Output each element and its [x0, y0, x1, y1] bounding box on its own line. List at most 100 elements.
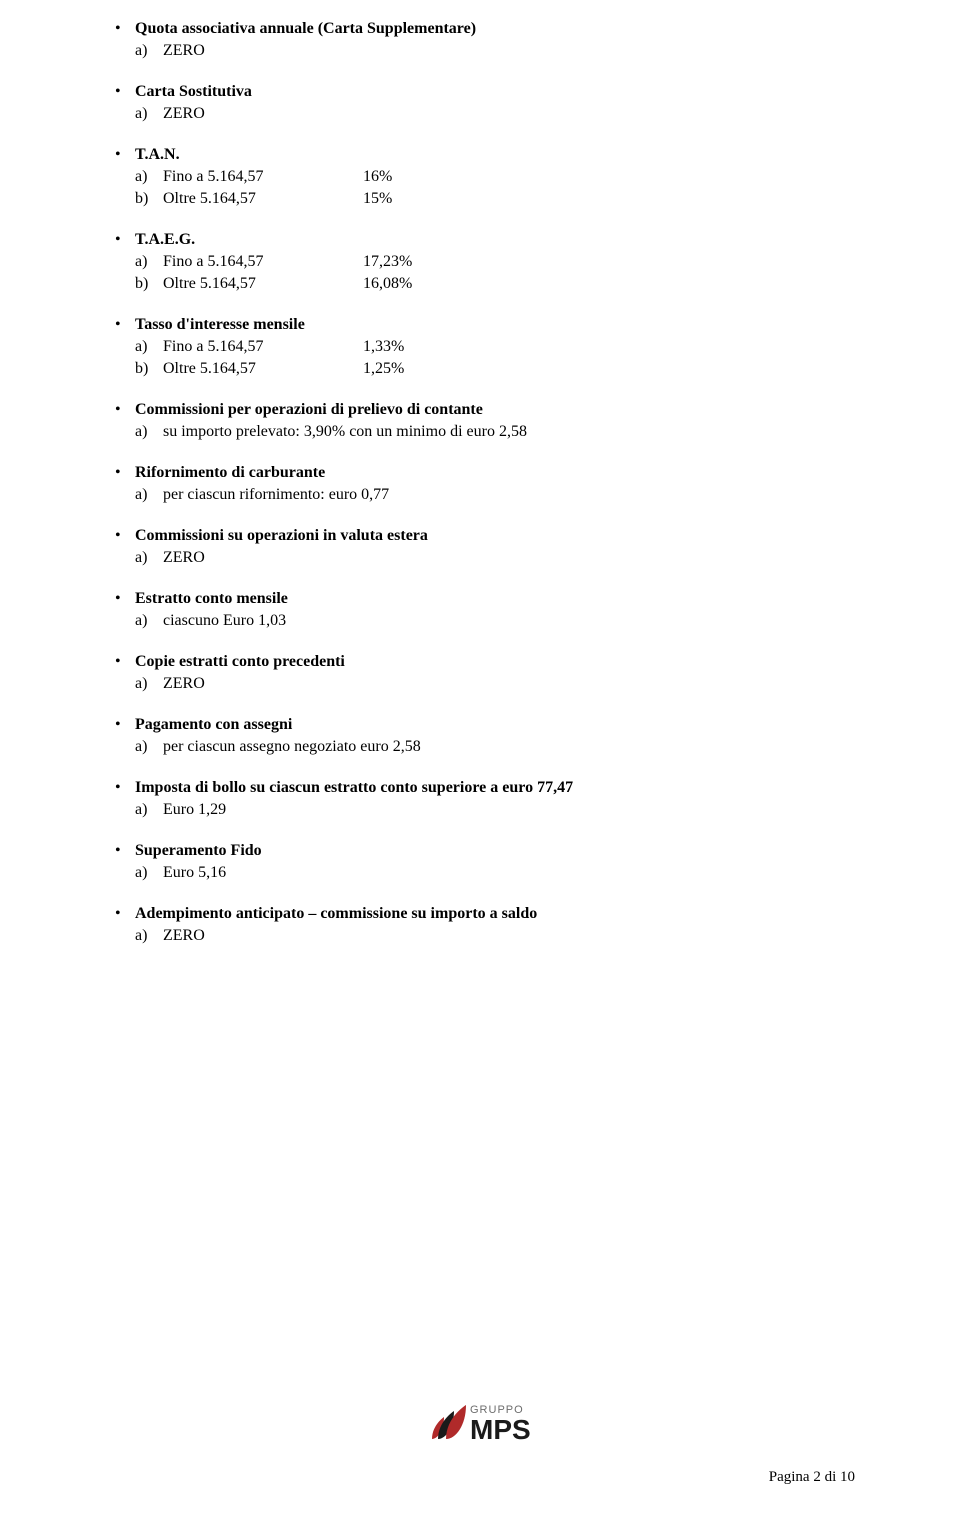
section-title: Adempimento anticipato – commissione su …	[135, 903, 855, 925]
section-sublist: a)Fino a 5.164,5717,23%b)Oltre 5.164,571…	[135, 251, 855, 295]
sub-item: a)Fino a 5.164,5716%	[135, 166, 855, 188]
item-letter: a)	[135, 673, 159, 695]
section-title: Pagamento con assegni	[135, 714, 855, 736]
section-title: T.A.E.G.	[135, 229, 855, 251]
item-letter: a)	[135, 336, 159, 358]
section-title: Superamento Fido	[135, 840, 855, 862]
sub-item: a)Fino a 5.164,5717,23%	[135, 251, 855, 273]
item-label: ciascuno Euro 1,03	[163, 612, 286, 629]
section-title: Imposta di bollo su ciascun estratto con…	[135, 777, 855, 799]
sub-item: b)Oltre 5.164,5716,08%	[135, 273, 855, 295]
section-title: Commissioni per operazioni di prelievo d…	[135, 399, 855, 421]
section-item: Quota associativa annuale (Carta Supplem…	[105, 18, 855, 62]
sub-item: a)ZERO	[135, 40, 855, 62]
section-item: Tasso d'interesse mensilea)Fino a 5.164,…	[105, 314, 855, 380]
section-item: Copie estratti conto precedentia)ZERO	[105, 651, 855, 695]
sub-item: a)ciascuno Euro 1,03	[135, 610, 855, 632]
section-item: Imposta di bollo su ciascun estratto con…	[105, 777, 855, 821]
item-label: Oltre 5.164,57	[163, 358, 363, 380]
section-sublist: a)Euro 1,29	[135, 799, 855, 821]
item-letter: a)	[135, 925, 159, 947]
item-label: per ciascun rifornimento: euro 0,77	[163, 486, 389, 503]
item-label: Fino a 5.164,57	[163, 166, 363, 188]
item-row: Fino a 5.164,5716%	[163, 166, 855, 188]
item-value: 16,08%	[363, 273, 412, 295]
item-row: Oltre 5.164,571,25%	[163, 358, 855, 380]
sub-item: a)su importo prelevato: 3,90% con un min…	[135, 421, 855, 443]
section-title: Quota associativa annuale (Carta Supplem…	[135, 18, 855, 40]
item-label: Euro 1,29	[163, 801, 226, 818]
section-item: Rifornimento di carburantea)per ciascun …	[105, 462, 855, 506]
document-page: Quota associativa annuale (Carta Supplem…	[0, 0, 960, 947]
section-item: Adempimento anticipato – commissione su …	[105, 903, 855, 947]
section-sublist: a)Euro 5,16	[135, 862, 855, 884]
item-label: ZERO	[163, 42, 205, 59]
logo-main-text: MPS	[470, 1414, 531, 1445]
section-item: Pagamento con assegnia)per ciascun asseg…	[105, 714, 855, 758]
sub-item: a)Euro 5,16	[135, 862, 855, 884]
item-letter: a)	[135, 40, 159, 62]
section-sublist: a)Fino a 5.164,571,33%b)Oltre 5.164,571,…	[135, 336, 855, 380]
section-title: Commissioni su operazioni in valuta este…	[135, 525, 855, 547]
section-item: Superamento Fidoa)Euro 5,16	[105, 840, 855, 884]
item-value: 17,23%	[363, 251, 412, 273]
sub-item: a)Euro 1,29	[135, 799, 855, 821]
section-sublist: a)Fino a 5.164,5716%b)Oltre 5.164,5715%	[135, 166, 855, 210]
sub-item: b)Oltre 5.164,571,25%	[135, 358, 855, 380]
sub-item: a)ZERO	[135, 547, 855, 569]
sub-item: a)per ciascun rifornimento: euro 0,77	[135, 484, 855, 506]
item-label: ZERO	[163, 675, 205, 692]
item-letter: a)	[135, 862, 159, 884]
section-title: T.A.N.	[135, 144, 855, 166]
section-sublist: a)ZERO	[135, 103, 855, 125]
item-letter: a)	[135, 166, 159, 188]
item-row: Fino a 5.164,571,33%	[163, 336, 855, 358]
sub-item: a)per ciascun assegno negoziato euro 2,5…	[135, 736, 855, 758]
item-letter: a)	[135, 799, 159, 821]
sub-item: b)Oltre 5.164,5715%	[135, 188, 855, 210]
section-title: Carta Sostitutiva	[135, 81, 855, 103]
section-sublist: a)per ciascun rifornimento: euro 0,77	[135, 484, 855, 506]
item-value: 15%	[363, 188, 392, 210]
section-item: Commissioni su operazioni in valuta este…	[105, 525, 855, 569]
section-title: Tasso d'interesse mensile	[135, 314, 855, 336]
sub-item: a)ZERO	[135, 925, 855, 947]
item-label: Euro 5,16	[163, 864, 226, 881]
sub-item: a)ZERO	[135, 103, 855, 125]
item-row: Oltre 5.164,5716,08%	[163, 273, 855, 295]
item-label: Fino a 5.164,57	[163, 251, 363, 273]
section-title: Rifornimento di carburante	[135, 462, 855, 484]
section-item: Estratto conto mensilea)ciascuno Euro 1,…	[105, 588, 855, 632]
item-label: Oltre 5.164,57	[163, 188, 363, 210]
item-value: 1,25%	[363, 358, 404, 380]
section-list: Quota associativa annuale (Carta Supplem…	[105, 18, 855, 947]
section-title: Copie estratti conto precedenti	[135, 651, 855, 673]
section-item: T.A.E.G.a)Fino a 5.164,5717,23%b)Oltre 5…	[105, 229, 855, 295]
item-label: per ciascun assegno negoziato euro 2,58	[163, 738, 421, 755]
sub-item: a)Fino a 5.164,571,33%	[135, 336, 855, 358]
item-label: ZERO	[163, 927, 205, 944]
item-label: Oltre 5.164,57	[163, 273, 363, 295]
section-item: Carta Sostitutivaa)ZERO	[105, 81, 855, 125]
section-sublist: a)ZERO	[135, 40, 855, 62]
item-letter: a)	[135, 421, 159, 443]
section-sublist: a)su importo prelevato: 3,90% con un min…	[135, 421, 855, 443]
item-row: Fino a 5.164,5717,23%	[163, 251, 855, 273]
item-label: ZERO	[163, 549, 205, 566]
item-letter: a)	[135, 547, 159, 569]
item-row: Oltre 5.164,5715%	[163, 188, 855, 210]
item-letter: b)	[135, 358, 159, 380]
section-title: Estratto conto mensile	[135, 588, 855, 610]
mps-logo: GRUPPO MPS	[420, 1395, 540, 1454]
item-label: Fino a 5.164,57	[163, 336, 363, 358]
item-letter: a)	[135, 103, 159, 125]
section-sublist: a)per ciascun assegno negoziato euro 2,5…	[135, 736, 855, 758]
section-sublist: a)ZERO	[135, 673, 855, 695]
item-label: ZERO	[163, 105, 205, 122]
item-label: su importo prelevato: 3,90% con un minim…	[163, 423, 527, 440]
item-letter: a)	[135, 736, 159, 758]
item-letter: a)	[135, 484, 159, 506]
item-letter: b)	[135, 273, 159, 295]
item-value: 1,33%	[363, 336, 404, 358]
section-sublist: a)ciascuno Euro 1,03	[135, 610, 855, 632]
